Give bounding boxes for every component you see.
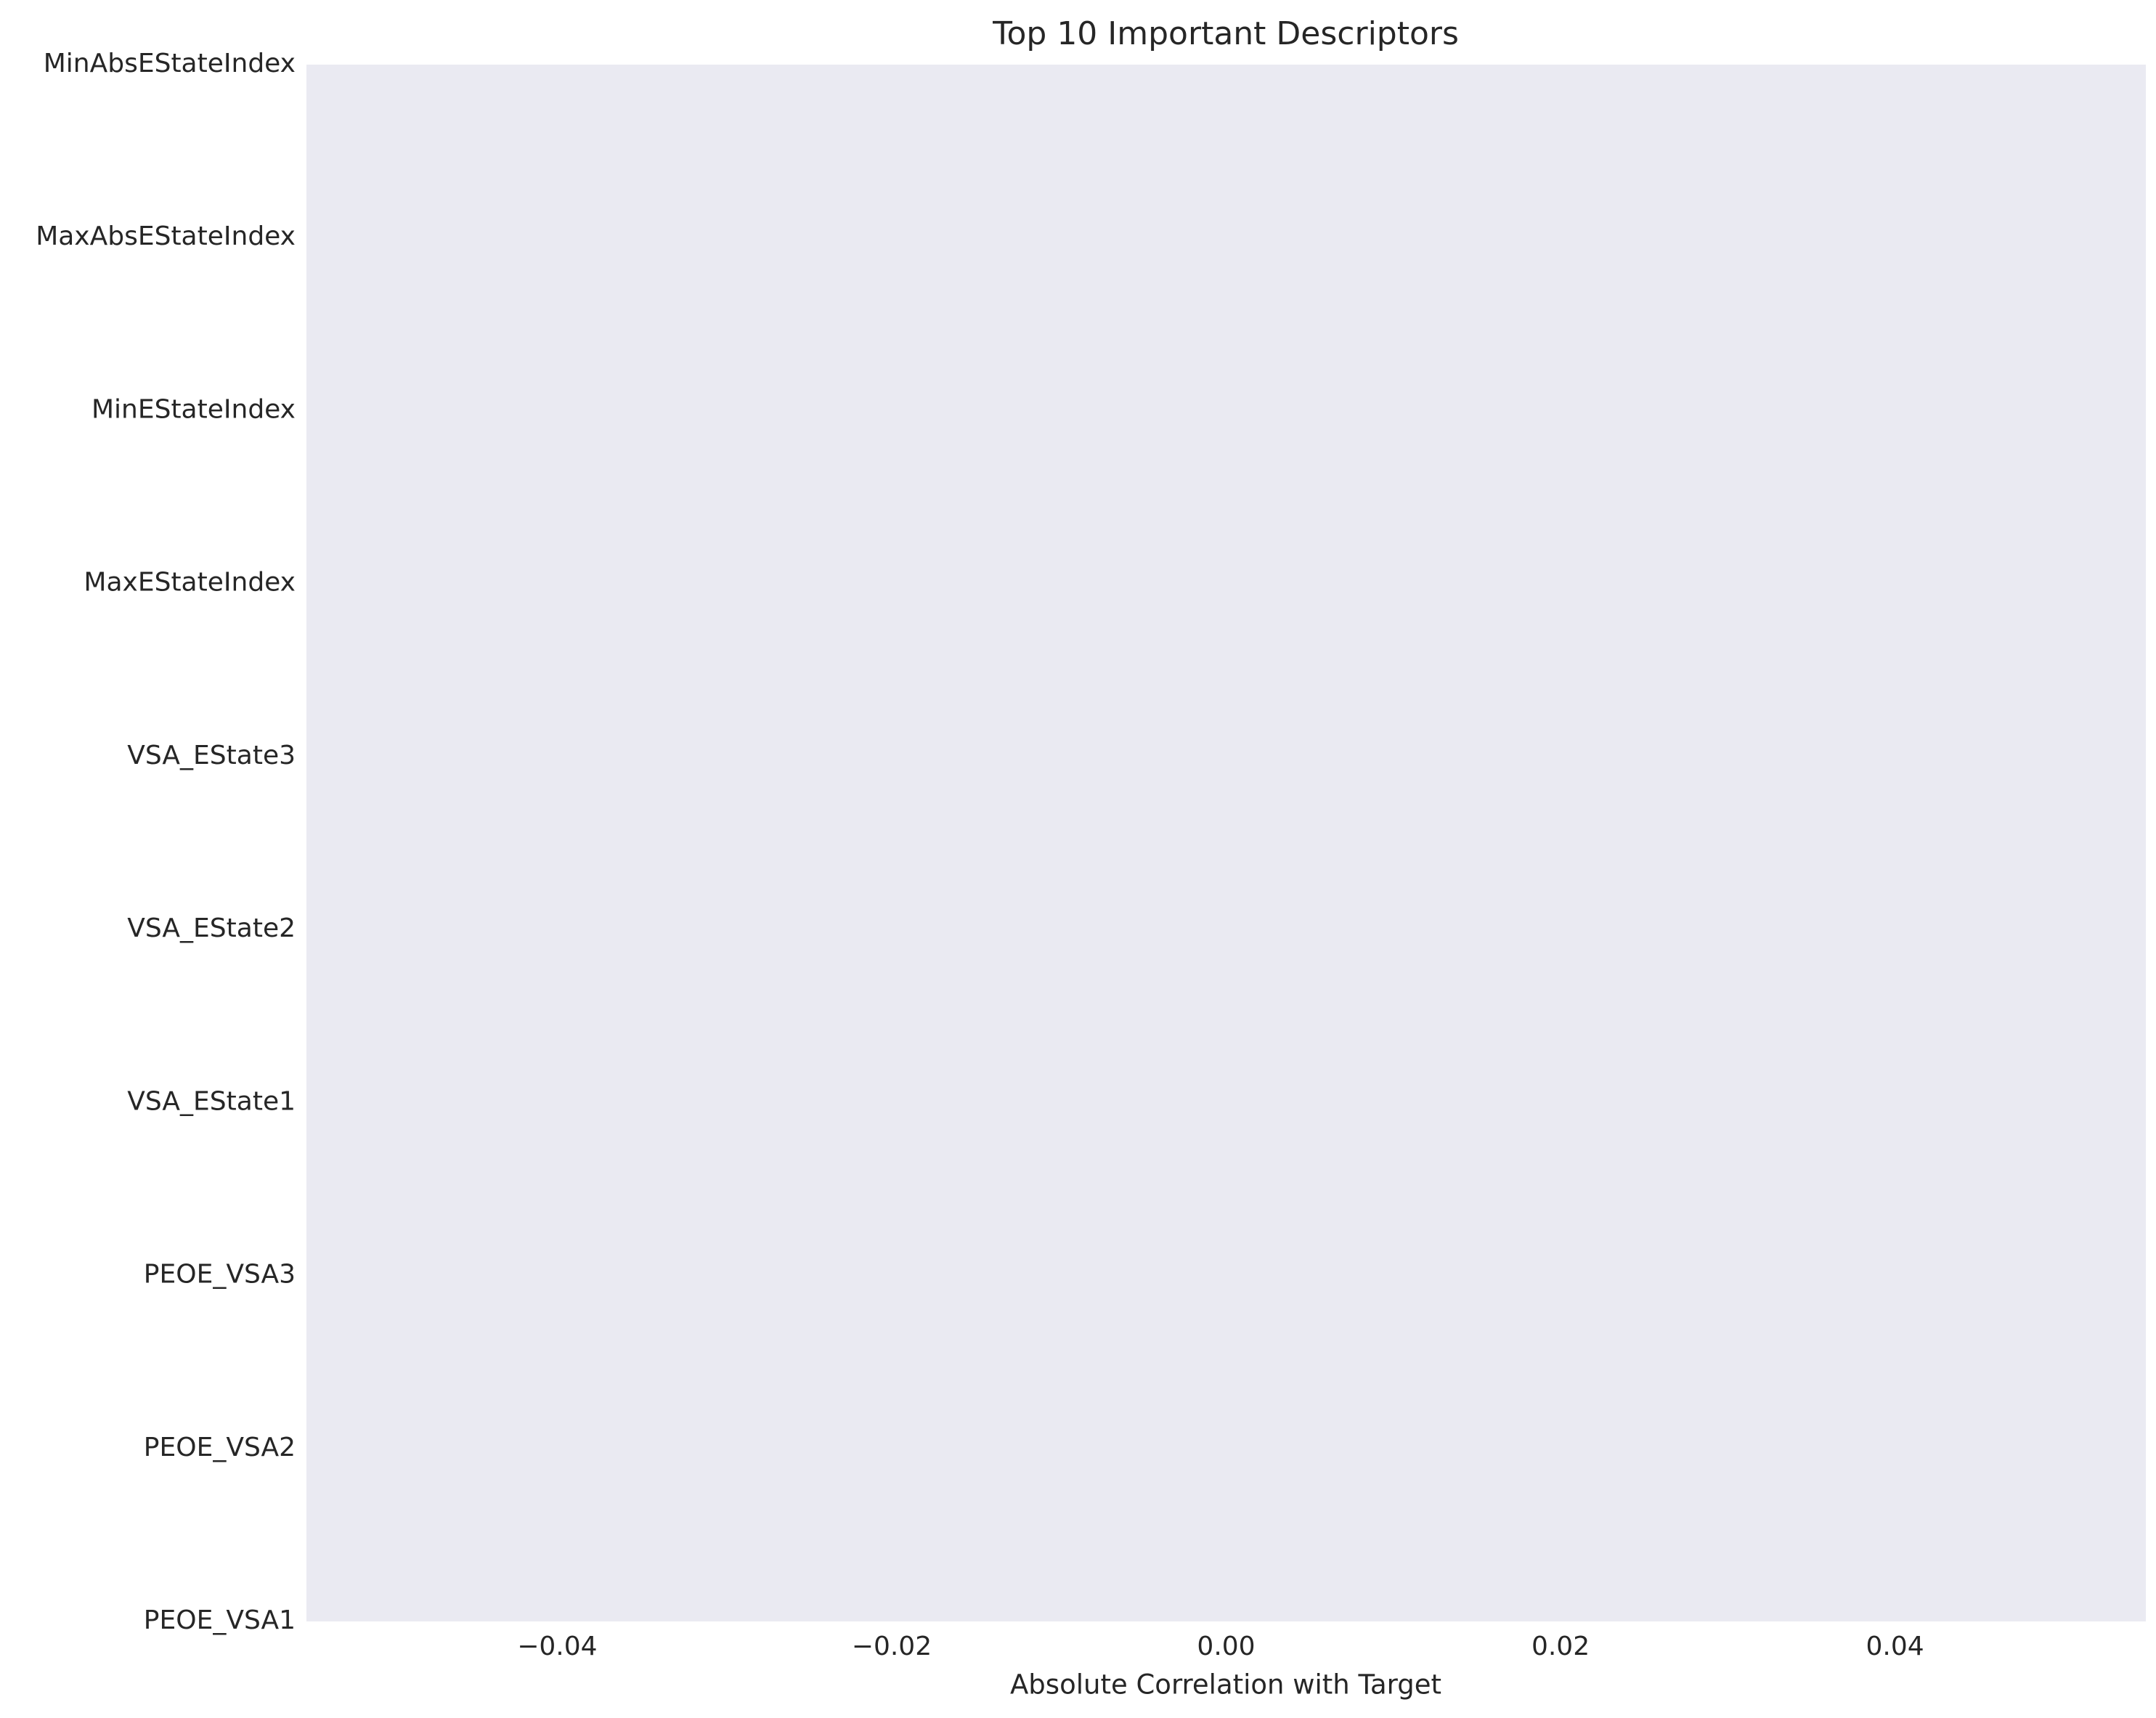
y-tick-label: VSA_EState3	[127, 741, 296, 770]
y-tick-label: MinAbsEStateIndex	[44, 49, 296, 78]
x-tick-label: −0.02	[852, 1632, 932, 1661]
x-tick-label: 0.00	[1197, 1632, 1255, 1661]
y-tick-label: PEOE_VSA2	[144, 1433, 296, 1462]
y-tick-label: MinEStateIndex	[91, 394, 296, 424]
y-tick-label: PEOE_VSA3	[144, 1260, 296, 1290]
y-tick-label: MaxAbsEStateIndex	[36, 221, 296, 251]
y-tick-label: MaxEStateIndex	[84, 568, 296, 598]
x-tick-label: 0.04	[1866, 1632, 1924, 1661]
y-tick-label: VSA_EState2	[127, 913, 296, 943]
x-axis-label: Absolute Correlation with Target	[1010, 1669, 1441, 1701]
chart-title: Top 10 Important Descriptors	[992, 15, 1459, 52]
x-tick-label: 0.02	[1531, 1632, 1590, 1661]
x-tick-label: −0.04	[517, 1632, 597, 1661]
y-tick-label: VSA_EState1	[127, 1086, 296, 1116]
y-tick-label: PEOE_VSA1	[144, 1605, 296, 1635]
plot-area	[306, 65, 2146, 1621]
